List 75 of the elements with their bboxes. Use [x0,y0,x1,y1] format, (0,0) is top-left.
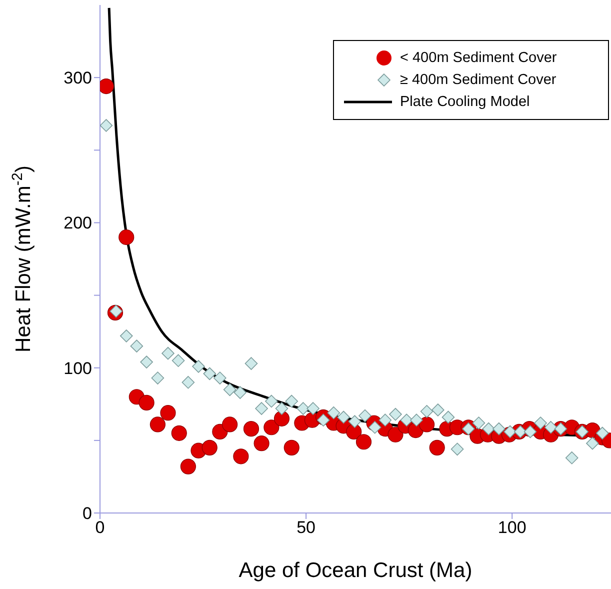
point [378,414,392,427]
point [596,426,609,440]
point [306,402,320,415]
point [348,415,362,428]
point [182,376,195,389]
point [151,372,164,384]
point [420,405,434,418]
point [284,440,300,456]
point [368,420,382,434]
x-tick-label: 0 [95,518,105,538]
point [118,229,134,246]
point [233,448,249,464]
point [400,414,413,427]
point [356,434,372,450]
point [171,425,187,441]
point [203,367,216,380]
point [223,383,236,396]
point [264,420,280,436]
point [180,458,196,474]
point [389,408,402,421]
point [244,357,258,370]
legend-label: < 400m Sediment Cover [400,49,557,68]
point [274,410,290,426]
point [120,330,133,342]
point [586,436,599,450]
point [110,304,122,318]
y-tick-label: 0 [82,504,92,524]
point [160,405,176,421]
y-tick-label: 300 [64,68,92,88]
point [504,425,516,438]
point [265,394,278,408]
x-tick-label: 100 [498,518,526,538]
point [150,416,166,432]
point [492,422,506,436]
point [442,410,455,424]
point [524,425,537,438]
point [202,440,218,456]
x-axis-title: Age of Ocean Crust (Ma) [238,559,472,582]
x-tick-label: 50 [296,518,316,538]
point [222,416,238,432]
point [138,394,154,410]
point [534,416,547,430]
point [172,354,185,367]
point [432,404,444,416]
point [285,394,298,408]
y-tick-label: 200 [64,214,92,233]
point [100,119,113,132]
point [243,421,260,437]
point [192,360,205,373]
point [327,406,340,420]
point [296,402,310,415]
point [388,426,404,442]
legend-label: ≥ 400m Sediment Cover [400,71,556,90]
y-tick-label: 100 [64,358,92,378]
point [358,409,372,422]
point [316,414,330,427]
point [565,451,578,464]
point [255,402,268,415]
point [254,436,270,452]
point [130,340,144,352]
point [418,416,435,432]
point [337,410,350,424]
point [234,386,247,399]
point [472,416,486,430]
point [429,440,445,456]
legend-label: Plate Cooling Model [400,93,530,112]
point [214,372,226,384]
point [275,402,288,415]
point [162,346,174,360]
point [544,420,558,434]
point [140,356,153,368]
point [346,424,362,440]
point [450,442,464,456]
point [410,414,423,427]
point [482,422,496,436]
